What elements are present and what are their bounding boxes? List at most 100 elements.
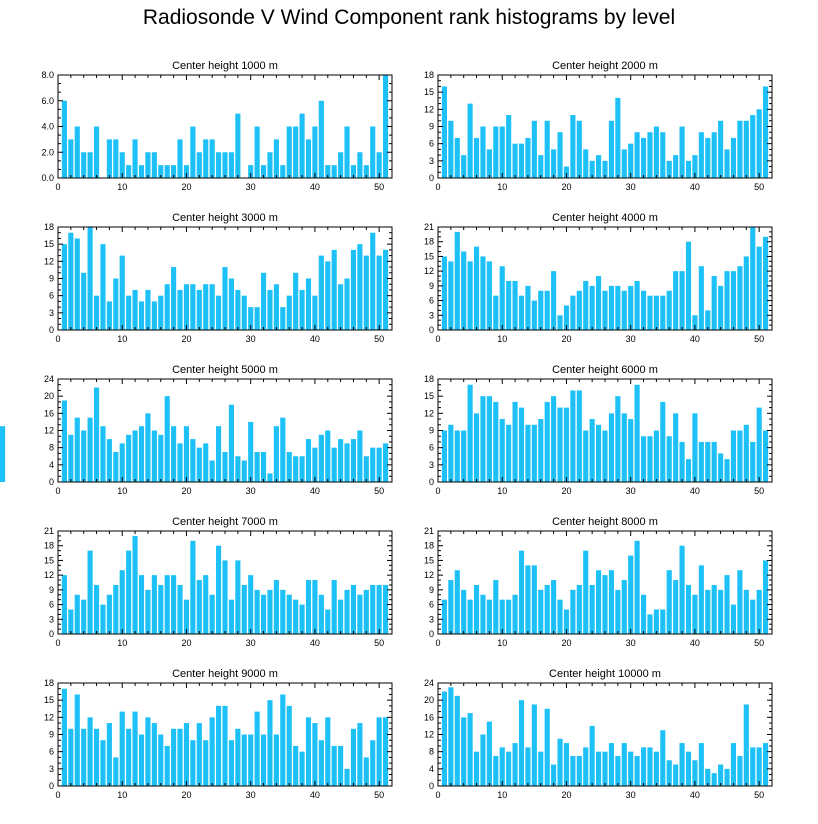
histogram-bar [151,152,157,178]
histogram-bar [756,109,762,178]
histogram-bar [570,589,576,634]
histogram-bar [685,459,692,482]
panel-title: Center height 9000 m [172,668,278,680]
histogram-bar [756,589,762,634]
histogram-bar [177,139,183,178]
panel-title: Center height 2000 m [552,60,658,72]
histogram-bar [448,580,454,634]
histogram-bar [756,407,762,482]
histogram-bar [93,728,100,786]
histogram-bar [493,126,499,178]
y-tick-label: 6 [429,443,434,453]
histogram-bar [216,545,222,634]
histogram-bar [190,284,196,330]
x-tick-label: 30 [246,486,256,496]
histogram-bar [132,535,138,634]
histogram-bar [718,453,724,482]
histogram-bar [145,413,151,482]
histogram-bar [557,599,563,634]
histogram-bar [724,575,730,634]
histogram-bar [106,139,112,178]
histogram-bar [499,126,505,178]
histogram-bar [93,387,100,482]
x-tick-label: 10 [497,790,507,800]
histogram-bar [628,143,634,178]
histogram-bar [376,255,382,330]
histogram-bar [705,768,711,786]
x-tick-label: 50 [754,334,764,344]
histogram-bar [338,152,344,178]
x-tick-label: 0 [55,486,60,496]
histogram-bar [679,545,685,634]
y-tick-label: 16 [44,408,54,418]
histogram-bar [273,734,279,786]
x-tick-label: 50 [754,790,764,800]
x-tick-label: 10 [117,638,127,648]
histogram-bar [673,271,679,330]
histogram-bar [151,301,157,330]
histogram-bar [126,550,132,634]
histogram-bar [480,734,486,786]
histogram-bar [486,599,492,634]
histogram-bar [119,443,125,482]
histogram-panel-10: Center height 10000 m 0 10 20 30 40 50 0 4 8 12 16 2… [424,668,773,800]
histogram-bar [673,155,679,178]
histogram-bar [171,267,177,330]
histogram-panel-1: Center height 1000 m 0 10 20 30 40 50 0.0 2.0 4.0… [41,60,393,192]
histogram-bar [493,401,499,482]
histogram-bar [113,278,119,330]
histogram-bar [350,165,357,178]
histogram-bar [692,760,698,786]
panel-title: Center height 6000 m [552,364,658,376]
histogram-bar [363,456,369,482]
histogram-bar [260,451,267,482]
y-tick-label: 8.0 [41,70,54,80]
histogram-bar [299,289,305,330]
histogram-bar [653,609,659,634]
y-tick-label: 0 [429,325,434,335]
y-tick-label: 12 [424,266,434,276]
histogram-bar [286,594,292,634]
histogram-bar [441,86,447,178]
histogram-bar [183,426,190,482]
histogram-bar [705,310,711,330]
histogram-bar [473,246,480,330]
histogram-bar [730,271,737,330]
histogram-bar [640,594,647,634]
histogram-bar [679,126,685,178]
histogram-bar [454,231,460,330]
histogram-bar [480,256,486,330]
y-tick-label: 16 [424,712,434,722]
histogram-bar [280,417,286,482]
histogram-bar [525,747,531,786]
x-tick-label: 40 [690,182,700,192]
histogram-bar [312,580,318,634]
histogram-bar [61,400,67,482]
y-tick-label: 15 [424,87,434,97]
histogram-bar [596,570,602,634]
histogram-bar [512,280,518,330]
histogram-bar [518,143,525,178]
histogram-bar [628,285,634,330]
histogram-bar [473,751,480,786]
x-tick-label: 20 [181,638,191,648]
histogram-bar [357,152,363,178]
histogram-bar [145,289,151,330]
histogram-bar [718,285,724,330]
histogram-bar [743,704,749,786]
y-tick-label: 21 [44,526,54,536]
histogram-bar [113,584,119,634]
y-tick-label: 20 [424,695,434,705]
histogram-bar [557,407,563,482]
histogram-bar [113,451,119,482]
y-tick-label: 6.0 [41,96,54,106]
histogram-bar [467,384,473,482]
x-tick-label: 0 [55,790,60,800]
histogram-bar [61,244,67,330]
histogram-bar [461,589,467,634]
x-tick-label: 10 [497,486,507,496]
histogram-bar [673,764,679,786]
histogram-bar [583,149,589,178]
histogram-bar [756,747,762,786]
histogram-bar [190,126,196,178]
